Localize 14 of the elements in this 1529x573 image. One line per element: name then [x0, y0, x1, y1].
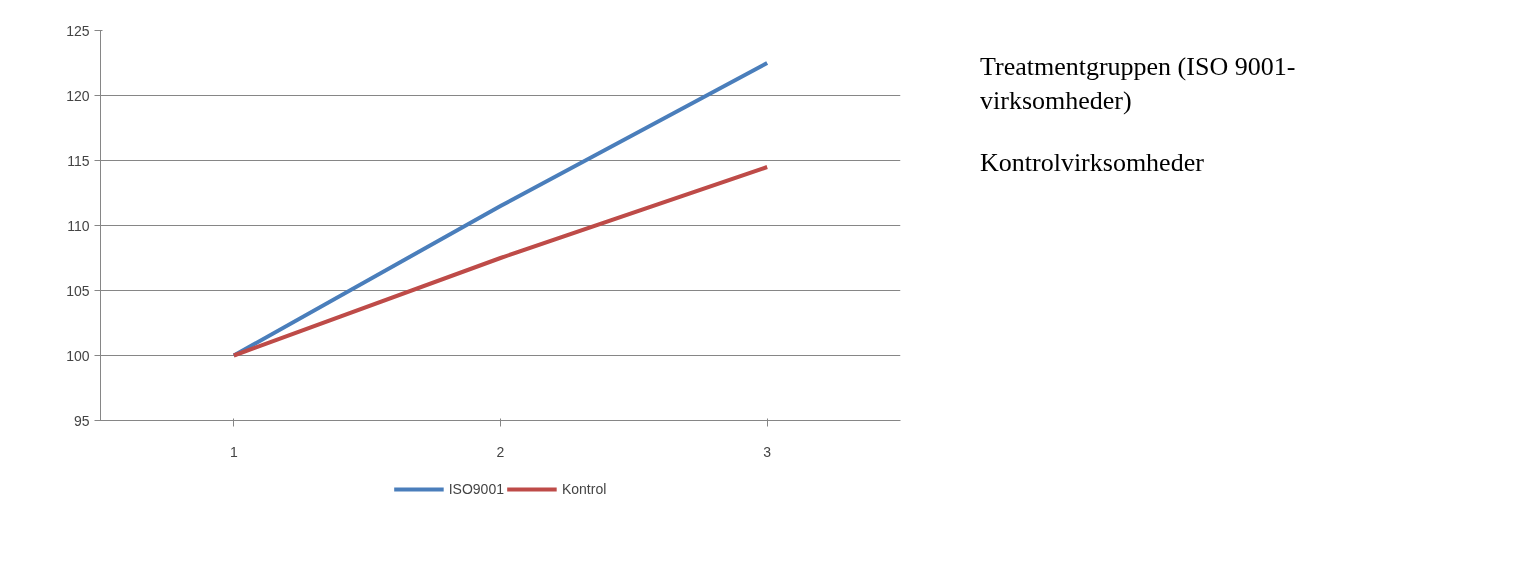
legend-label: ISO9001	[448, 481, 504, 497]
y-tick-label: 115	[67, 152, 90, 169]
text: Treatmentgruppen (ISO 9001-virksomheder)	[980, 51, 1297, 117]
x-tick-label: 1	[229, 443, 238, 460]
legend-label: Kontrol	[561, 481, 607, 497]
y-tick-label: 95	[73, 412, 90, 429]
y-tick-label: 100	[66, 347, 90, 364]
y-tick-label: 105	[66, 282, 90, 299]
text: Kontrolvirksomheder	[980, 146, 1205, 179]
x-tick-label: 2	[496, 443, 505, 460]
y-tick-label: 125	[66, 22, 90, 39]
y-tick-label: 110	[67, 217, 90, 234]
y-tick-label: 120	[66, 87, 90, 104]
x-tick-label: 3	[763, 443, 772, 460]
